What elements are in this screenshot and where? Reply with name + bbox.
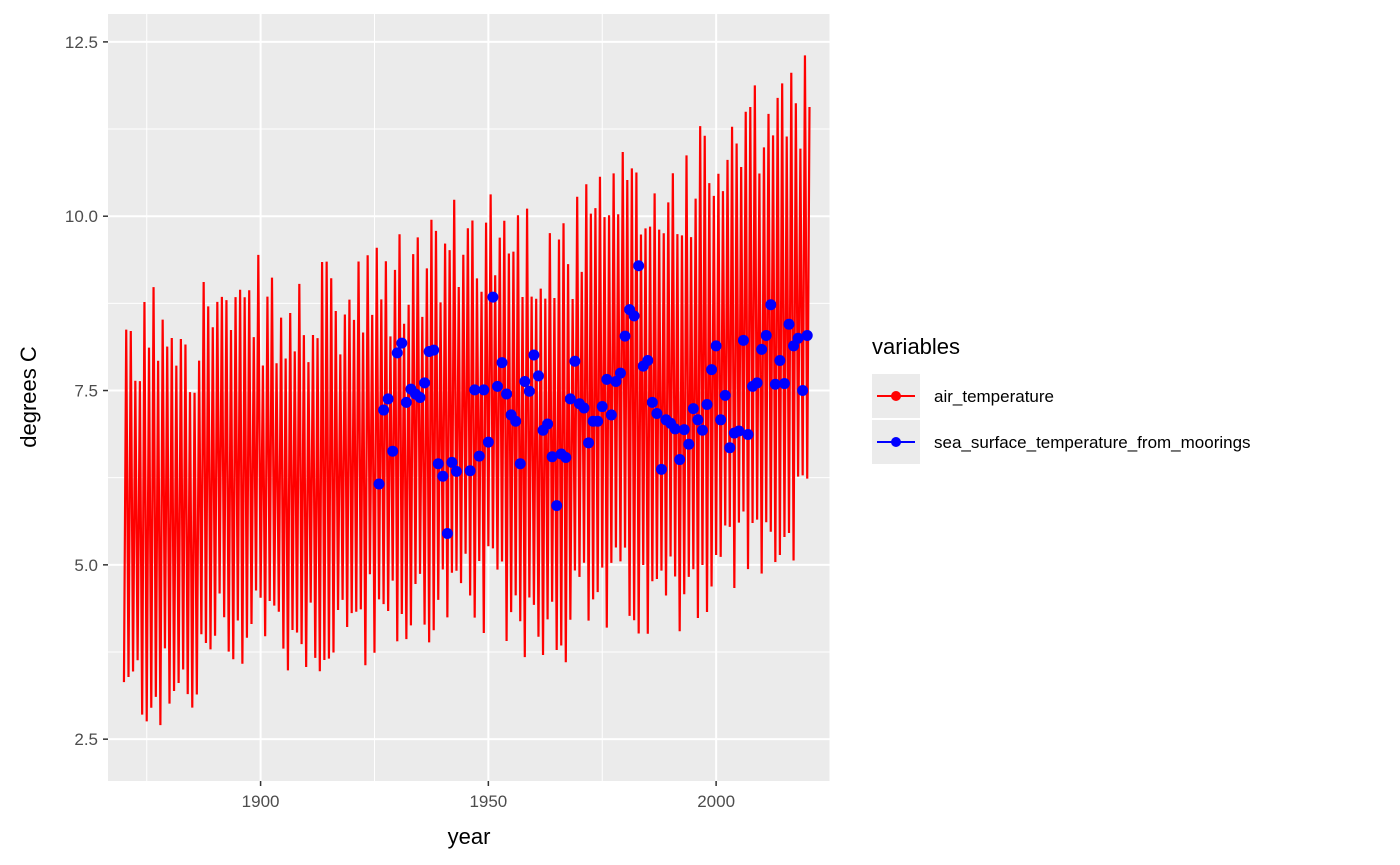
series-sea-surface-temperature-point bbox=[674, 454, 686, 466]
series-sea-surface-temperature-point bbox=[564, 393, 576, 405]
series-sea-surface-temperature-point bbox=[491, 380, 503, 392]
series-layer bbox=[122, 55, 813, 726]
series-sea-surface-temperature-point bbox=[551, 500, 563, 512]
series-sea-surface-temperature-point bbox=[783, 318, 795, 330]
series-sea-surface-temperature-point bbox=[519, 375, 531, 387]
series-sea-surface-temperature-point bbox=[655, 463, 667, 475]
series-sea-surface-temperature-point bbox=[523, 385, 535, 397]
series-sea-surface-temperature-point bbox=[569, 355, 581, 367]
y-tick-label: 7.5 bbox=[74, 382, 98, 401]
legend-label-sea-surface-temperature: sea_surface_temperature_from_moorings bbox=[934, 433, 1251, 452]
series-sea-surface-temperature-point bbox=[628, 310, 640, 322]
series-sea-surface-temperature-point bbox=[619, 330, 631, 342]
legend-key-air-temperature bbox=[872, 374, 920, 418]
series-sea-surface-temperature-point bbox=[724, 442, 736, 454]
series-sea-surface-temperature-point bbox=[560, 451, 572, 463]
series-sea-surface-temperature-point bbox=[646, 396, 658, 408]
series-sea-surface-temperature-point bbox=[610, 375, 622, 387]
series-sea-surface-temperature-point bbox=[546, 451, 558, 463]
series-sea-surface-temperature-point bbox=[473, 450, 485, 462]
series-sea-surface-temperature-point bbox=[769, 378, 781, 390]
series-sea-surface-temperature-point bbox=[428, 344, 440, 356]
series-sea-surface-temperature-point bbox=[696, 424, 708, 436]
series-sea-surface-temperature-point bbox=[765, 299, 777, 311]
x-tick-label: 1950 bbox=[469, 792, 507, 811]
series-sea-surface-temperature-point bbox=[419, 377, 431, 389]
y-axis-title: degrees C bbox=[16, 346, 41, 448]
series-sea-surface-temperature-point bbox=[400, 396, 412, 408]
series-sea-surface-temperature-point bbox=[464, 465, 476, 477]
series-sea-surface-temperature-point bbox=[756, 343, 768, 355]
x-axis-title: year bbox=[448, 824, 491, 849]
series-sea-surface-temperature-point bbox=[532, 370, 544, 382]
series-sea-surface-temperature-point bbox=[601, 373, 613, 385]
series-air-temperature-line bbox=[122, 55, 811, 726]
series-sea-surface-temperature-point bbox=[578, 402, 590, 414]
series-sea-surface-temperature-point bbox=[760, 329, 772, 341]
series-sea-surface-temperature-point bbox=[414, 392, 426, 403]
y-axis: 2.5 5.0 7.5 10.0 12.5 bbox=[65, 33, 108, 749]
series-sea-surface-temperature-point bbox=[596, 401, 608, 413]
series-sea-surface-temperature-point bbox=[510, 415, 522, 427]
series-sea-surface-temperature-point bbox=[778, 378, 790, 390]
legend-title: variables bbox=[872, 334, 960, 359]
series-sea-surface-temperature-point bbox=[441, 527, 453, 539]
series-sea-surface-temperature-point bbox=[801, 329, 813, 341]
series-sea-surface-temperature-point bbox=[687, 403, 699, 415]
legend-label-air-temperature: air_temperature bbox=[934, 387, 1054, 406]
series-sea-surface-temperature-point bbox=[733, 425, 745, 437]
series-sea-surface-temperature-point bbox=[446, 456, 458, 468]
series-sea-surface-temperature-point bbox=[719, 389, 731, 401]
series-sea-surface-temperature-point bbox=[496, 357, 508, 369]
series-sea-surface-temperature-point bbox=[614, 367, 626, 379]
series-sea-surface-temperature-point bbox=[391, 347, 403, 359]
x-tick-label: 1900 bbox=[242, 792, 280, 811]
series-sea-surface-temperature-point bbox=[642, 355, 654, 367]
legend-key-sea-surface-temperature bbox=[872, 420, 920, 464]
series-sea-surface-temperature-point bbox=[373, 478, 385, 490]
series-sea-surface-temperature-point bbox=[669, 423, 681, 435]
series-sea-surface-temperature-point bbox=[651, 408, 663, 420]
series-sea-surface-temperature-point bbox=[542, 418, 554, 430]
series-sea-surface-temperature-point bbox=[633, 260, 645, 272]
series-sea-surface-temperature-point bbox=[605, 409, 617, 421]
series-sea-surface-temperature-point bbox=[450, 465, 462, 477]
series-sea-surface-temperature-point bbox=[387, 445, 399, 457]
series-sea-surface-temperature-point bbox=[683, 438, 695, 450]
series-sea-surface-temperature-point bbox=[706, 364, 718, 376]
series-sea-surface-temperature-point bbox=[715, 414, 727, 426]
series-sea-surface-temperature-point bbox=[378, 404, 390, 416]
series-sea-surface-temperature-point bbox=[487, 291, 499, 303]
series-sea-surface-temperature-point bbox=[382, 393, 394, 405]
series-sea-surface-temperature-point bbox=[701, 398, 713, 410]
series-sea-surface-temperature-point bbox=[710, 340, 722, 352]
legend: variables air_temperature sea_surface_te… bbox=[872, 334, 1251, 464]
y-tick-label: 10.0 bbox=[65, 207, 98, 226]
series-sea-surface-temperature-point bbox=[592, 415, 604, 427]
series-sea-surface-temperature-point bbox=[797, 385, 809, 397]
series-sea-surface-temperature-point bbox=[737, 334, 749, 346]
series-sea-surface-temperature-point bbox=[469, 384, 481, 396]
series-sea-surface-temperature-point bbox=[501, 388, 513, 400]
series-sea-surface-temperature-point bbox=[742, 428, 754, 440]
x-tick-label: 2000 bbox=[697, 792, 735, 811]
series-sea-surface-temperature-point bbox=[482, 436, 494, 448]
series-sea-surface-temperature-point bbox=[396, 337, 408, 349]
series-sea-surface-temperature-point bbox=[792, 332, 804, 344]
series-sea-surface-temperature-point bbox=[678, 424, 690, 436]
y-tick-label: 5.0 bbox=[74, 556, 98, 575]
series-sea-surface-temperature-point bbox=[437, 470, 449, 482]
y-tick-label: 12.5 bbox=[65, 33, 98, 52]
series-sea-surface-temperature-point bbox=[514, 458, 526, 470]
series-sea-surface-temperature-point bbox=[432, 458, 444, 470]
series-sea-surface-temperature-point bbox=[528, 349, 540, 361]
x-axis: 1900 1950 2000 bbox=[242, 781, 735, 811]
series-sea-surface-temperature-point bbox=[478, 384, 490, 396]
series-sea-surface-temperature-point bbox=[774, 355, 786, 367]
series-sea-surface-temperature-point bbox=[583, 437, 595, 449]
y-tick-label: 2.5 bbox=[74, 730, 98, 749]
series-sea-surface-temperature-point bbox=[692, 414, 704, 426]
series-sea-surface-temperature-point bbox=[751, 377, 763, 389]
